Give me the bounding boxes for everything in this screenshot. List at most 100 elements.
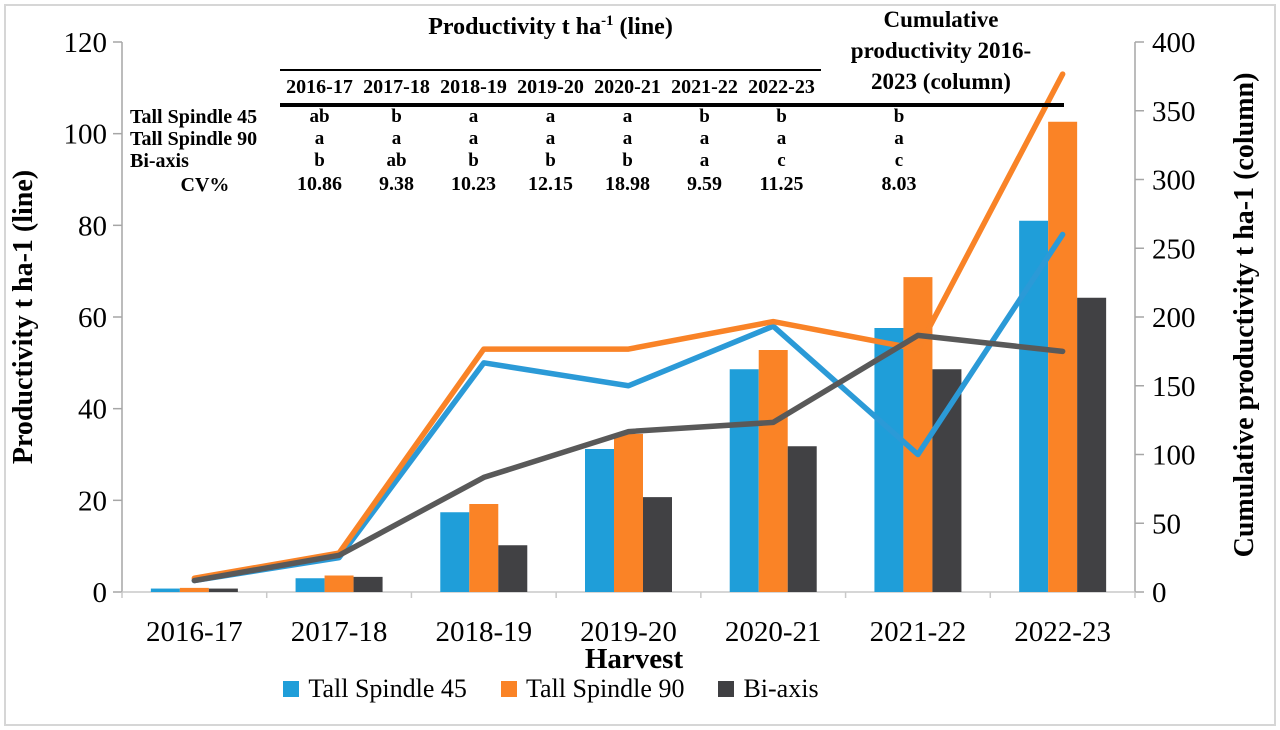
table-cell: a xyxy=(391,128,402,149)
x-category-label-2018-19: 2018-19 xyxy=(435,616,532,648)
left-axis-tick-label: 120 xyxy=(64,27,108,59)
right-axis-tick-label: 150 xyxy=(1152,371,1196,403)
left-axis-tick-label: 100 xyxy=(64,119,108,151)
cumulative-header-line: Cumulative xyxy=(883,7,999,32)
bar-bi-axis-2017-18 xyxy=(353,576,383,592)
table-cell: b xyxy=(314,150,325,171)
bar-tall-spindle-45-2021-22 xyxy=(874,328,904,592)
bar-bi-axis-2016-17 xyxy=(208,588,238,592)
bar-tall-spindle-45-2016-17 xyxy=(150,588,180,592)
chart-legend: Tall Spindle 45 Tall Spindle 90 Bi-axis xyxy=(0,674,1102,704)
table-row-label: Tall Spindle 90 xyxy=(130,128,258,150)
table-cell: b xyxy=(622,150,633,171)
x-category-label-2017-18: 2017-18 xyxy=(291,616,388,648)
table-cell: b xyxy=(391,106,402,127)
table-year-header: 2022-23 xyxy=(748,76,815,98)
left-axis-tick-label: 60 xyxy=(78,302,107,334)
cumulative-column-header: Cumulative productivity 2016- 2023 (colu… xyxy=(822,4,1060,97)
left-axis-tick-label: 80 xyxy=(78,210,107,242)
table-rule-thick xyxy=(280,103,1064,107)
table-cell: 9.38 xyxy=(379,173,414,195)
legend-label: Bi-axis xyxy=(743,674,819,703)
table-year-header-row: 2016-17 2017-18 2018-19 2019-20 2020-21 2021-… xyxy=(281,72,820,102)
table-cell: a xyxy=(314,128,325,149)
legend-swatch-icon xyxy=(500,681,517,697)
line-bi-axis xyxy=(191,332,1066,584)
bar-bi-axis-2019-20 xyxy=(643,497,672,592)
table-cell: b xyxy=(776,106,787,127)
table-cell: a xyxy=(776,128,787,149)
table-cell: a xyxy=(622,106,633,127)
table-year-header: 2019-20 xyxy=(517,76,584,98)
stats-title-suffix: (line) xyxy=(613,14,673,40)
left-axis-tick-label: 40 xyxy=(78,394,107,426)
table-cell: b xyxy=(468,150,479,171)
table-cell: a xyxy=(699,150,710,171)
bar-tall-spindle-90-2016-17 xyxy=(179,587,209,592)
table-cell: 10.23 xyxy=(451,173,496,195)
right-axis-title: Cumulative productivity t ha-1 (column) xyxy=(1229,73,1260,558)
table-year-header: 2018-19 xyxy=(440,76,507,98)
table-cell: b xyxy=(893,106,905,127)
table-cell: c xyxy=(777,150,786,171)
table-cell: a xyxy=(699,128,710,149)
bar-tall-spindle-45-2020-21 xyxy=(729,369,759,592)
table-cell: b xyxy=(545,150,556,171)
table-cell: 18.98 xyxy=(605,173,650,195)
table-row-label: Tall Spindle 45 xyxy=(130,106,258,128)
bar-tall-spindle-90-2018-19 xyxy=(469,504,499,592)
bar-tall-spindle-90-2017-18 xyxy=(324,575,354,592)
bar-tall-spindle-90-2020-21 xyxy=(758,350,788,592)
table-year-header: 2017-18 xyxy=(363,76,430,98)
bar-tall-spindle-45-2017-18 xyxy=(295,578,325,592)
x-category-label-2016-17: 2016-17 xyxy=(146,616,243,648)
right-axis-tick-label: 200 xyxy=(1152,302,1196,334)
legend-label: Tall Spindle 45 xyxy=(308,674,467,703)
cumulative-header-line: productivity 2016- xyxy=(850,38,1032,63)
legend-swatch-icon xyxy=(718,681,735,697)
cumulative-header-line: 2023 (column) xyxy=(871,69,1011,94)
table-cell: a xyxy=(894,128,904,149)
right-axis-tick-label: 50 xyxy=(1152,508,1181,540)
legend-item-tall-spindle-90: Tall Spindle 90 xyxy=(500,674,685,704)
bar-bi-axis-2022-23 xyxy=(1077,297,1107,592)
stats-table: Productivity t ha-1 (line) Cumulative pr… xyxy=(0,0,1280,210)
stats-title-prefix: Productivity t ha xyxy=(428,14,602,40)
table-cell: b xyxy=(699,106,710,127)
right-axis-tick-label: 100 xyxy=(1152,440,1196,472)
table-row-label: Bi-axis xyxy=(130,150,189,172)
legend-item-tall-spindle-45: Tall Spindle 45 xyxy=(283,674,467,704)
table-cell: 9.59 xyxy=(687,173,722,195)
x-category-label-2020-21: 2020-21 xyxy=(725,616,822,648)
table-cell: 12.15 xyxy=(528,173,573,195)
table-year-header: 2021-22 xyxy=(671,76,738,98)
left-axis-tick-label: 20 xyxy=(78,485,107,517)
right-axis-tick-label: 300 xyxy=(1152,165,1196,197)
bar-bi-axis-2018-19 xyxy=(498,545,528,592)
table-cell: 8.03 xyxy=(881,173,917,195)
stats-title-superscript: -1 xyxy=(601,13,614,29)
table-cell: a xyxy=(545,128,556,149)
table-cell: a xyxy=(468,128,479,149)
bar-bi-axis-2021-22 xyxy=(932,369,962,592)
table-row-label: CV% xyxy=(180,174,230,196)
x-category-label-2021-22: 2021-22 xyxy=(870,616,967,648)
bar-tall-spindle-45-2019-20 xyxy=(585,449,614,592)
table-cell: ab xyxy=(309,106,330,127)
table-cells: ab b a a a b b b a a a a a a a a b ab b b b a c c 10.86 9.38 10.23… xyxy=(281,106,978,195)
right-axis-tick-label: 250 xyxy=(1152,233,1196,265)
bar-tall-spindle-45-2018-19 xyxy=(440,512,470,592)
table-cell: 11.25 xyxy=(759,173,804,195)
left-axis-tick-label: 0 xyxy=(93,577,108,609)
bar-tall-spindle-90-2019-20 xyxy=(614,433,643,592)
table-row-labels: Tall Spindle 45 Tall Spindle 90 Bi-axis CV% xyxy=(130,106,280,196)
table-rule-thin xyxy=(280,69,821,71)
x-category-label-2019-20: 2019-20 xyxy=(580,616,677,648)
legend-label: Tall Spindle 90 xyxy=(525,674,685,703)
left-axis-title: Productivity t ha-1 (line) xyxy=(8,170,39,464)
stats-table-title: Productivity t ha-1 (line) xyxy=(280,13,821,41)
right-axis-tick-label: 0 xyxy=(1152,577,1167,609)
x-axis-title: Harvest xyxy=(585,643,684,675)
